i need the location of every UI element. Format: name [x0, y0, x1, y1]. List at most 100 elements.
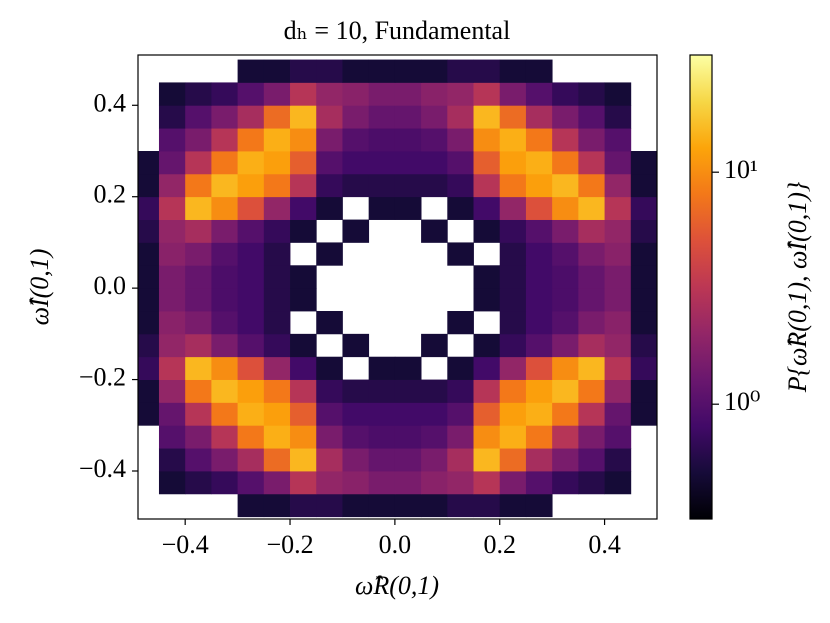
heatmap-cell: [604, 379, 632, 403]
heatmap-cell: [421, 173, 448, 198]
heatmap-cell: [604, 471, 632, 495]
heatmap-cell: [552, 105, 579, 129]
heatmap-cell: [604, 333, 632, 358]
heatmap-cell: [185, 448, 212, 472]
heatmap-cell: [211, 425, 239, 449]
heatmap-cell: [473, 288, 501, 312]
heatmap-cell: [499, 82, 527, 106]
heatmap-cell: [138, 196, 160, 220]
heatmap-cell: [342, 219, 370, 243]
heatmap-cell: [237, 425, 265, 449]
heatmap-cell: [211, 151, 239, 175]
heatmap-cell: [211, 196, 239, 220]
heatmap-cell: [447, 471, 474, 495]
heatmap-cell: [185, 265, 212, 289]
heatmap-cell: [499, 311, 527, 335]
heatmap-cell: [394, 471, 422, 495]
heatmap-cell: [211, 311, 239, 335]
heatmap-cell: [138, 219, 160, 243]
heatmap-cell: [290, 448, 317, 472]
heatmap-cell: [421, 402, 448, 426]
heatmap-cell: [604, 311, 632, 335]
heatmap-cell: [316, 151, 343, 175]
heatmap-cell: [342, 402, 370, 426]
heatmap-cell: [138, 151, 160, 175]
heatmap-cell: [552, 128, 579, 152]
heatmap-cell: [525, 471, 553, 495]
heatmap-cell: [368, 196, 396, 220]
heatmap-cell: [158, 288, 186, 312]
heatmap-cell: [368, 82, 396, 106]
heatmap-cell: [211, 333, 239, 358]
heatmap-cell: [525, 82, 553, 106]
heatmap-cell: [552, 151, 579, 175]
heatmap-cell: [473, 219, 501, 243]
heatmap-cell: [185, 425, 212, 449]
heatmap-cell: [552, 402, 579, 426]
heatmap-cell: [578, 425, 605, 449]
heatmap-cell: [316, 425, 343, 449]
heatmap-cell: [263, 311, 291, 335]
heatmap-cell: [138, 333, 160, 358]
heatmap-cell: [525, 196, 553, 220]
heatmap-cell: [316, 105, 343, 129]
heatmap-cell: [421, 59, 448, 83]
heatmap-cell: [525, 173, 553, 198]
heatmap-cell: [394, 151, 422, 175]
heatmap-cell: [604, 173, 632, 198]
heatmap-cell: [578, 82, 605, 106]
heatmap-cell: [447, 82, 474, 106]
y-axis-label: ω̂I(0,1): [25, 249, 54, 326]
heatmap-cell: [237, 219, 265, 243]
heatmap-cell: [316, 448, 343, 472]
heatmap-cell: [525, 402, 553, 426]
heatmap-cell: [473, 105, 501, 129]
heatmap-cell: [237, 151, 265, 175]
heatmap-cell: [604, 288, 632, 312]
heatmap-cell: [394, 356, 422, 380]
heatmap-cell: [499, 105, 527, 129]
heatmap-cell: [290, 333, 317, 358]
heatmap-cell: [604, 242, 632, 266]
heatmap-cell: [525, 265, 553, 289]
heatmap-cell: [499, 151, 527, 175]
heatmap-cell: [394, 59, 422, 83]
heatmap-cell: [263, 105, 291, 129]
heatmap-cell: [290, 379, 317, 403]
heatmap-cell: [578, 448, 605, 472]
heatmap-cell: [447, 425, 474, 449]
heatmap-cell: [237, 288, 265, 312]
heatmap-cell: [473, 333, 501, 358]
heatmap-cell: [604, 151, 632, 175]
heatmap-cell: [604, 105, 632, 129]
heatmap-cell: [499, 425, 527, 449]
heatmap-cell: [604, 402, 632, 426]
heatmap-cell: [290, 288, 317, 312]
heatmap-cell: [316, 173, 343, 198]
heatmap-cell: [473, 379, 501, 403]
heatmap-cell: [578, 242, 605, 266]
heatmap-cell: [263, 196, 291, 220]
heatmap-cell: [447, 356, 474, 380]
heatmap-cell: [525, 219, 553, 243]
heatmap-cell: [421, 128, 448, 152]
heatmap-cell: [211, 288, 239, 312]
heatmap-cell: [316, 379, 343, 403]
heatmap-cell: [552, 311, 579, 335]
heatmap-cell: [368, 151, 396, 175]
heatmap-cell: [211, 448, 239, 472]
heatmap-cell: [342, 59, 370, 83]
heatmap-cell: [263, 59, 291, 83]
heatmap-cell: [211, 105, 239, 129]
heatmap-cell: [394, 425, 422, 449]
heatmap-cell: [421, 471, 448, 495]
heatmap-cell: [421, 379, 448, 403]
colorbar-tick-label: 10⁰: [724, 387, 760, 416]
heatmap-cell: [421, 493, 448, 518]
heatmap-cell: [578, 128, 605, 152]
heatmap-cell: [138, 311, 160, 335]
heatmap-cell: [290, 173, 317, 198]
heatmap-cell: [185, 311, 212, 335]
colorbar: [689, 54, 713, 520]
heatmap-cell: [630, 356, 657, 380]
